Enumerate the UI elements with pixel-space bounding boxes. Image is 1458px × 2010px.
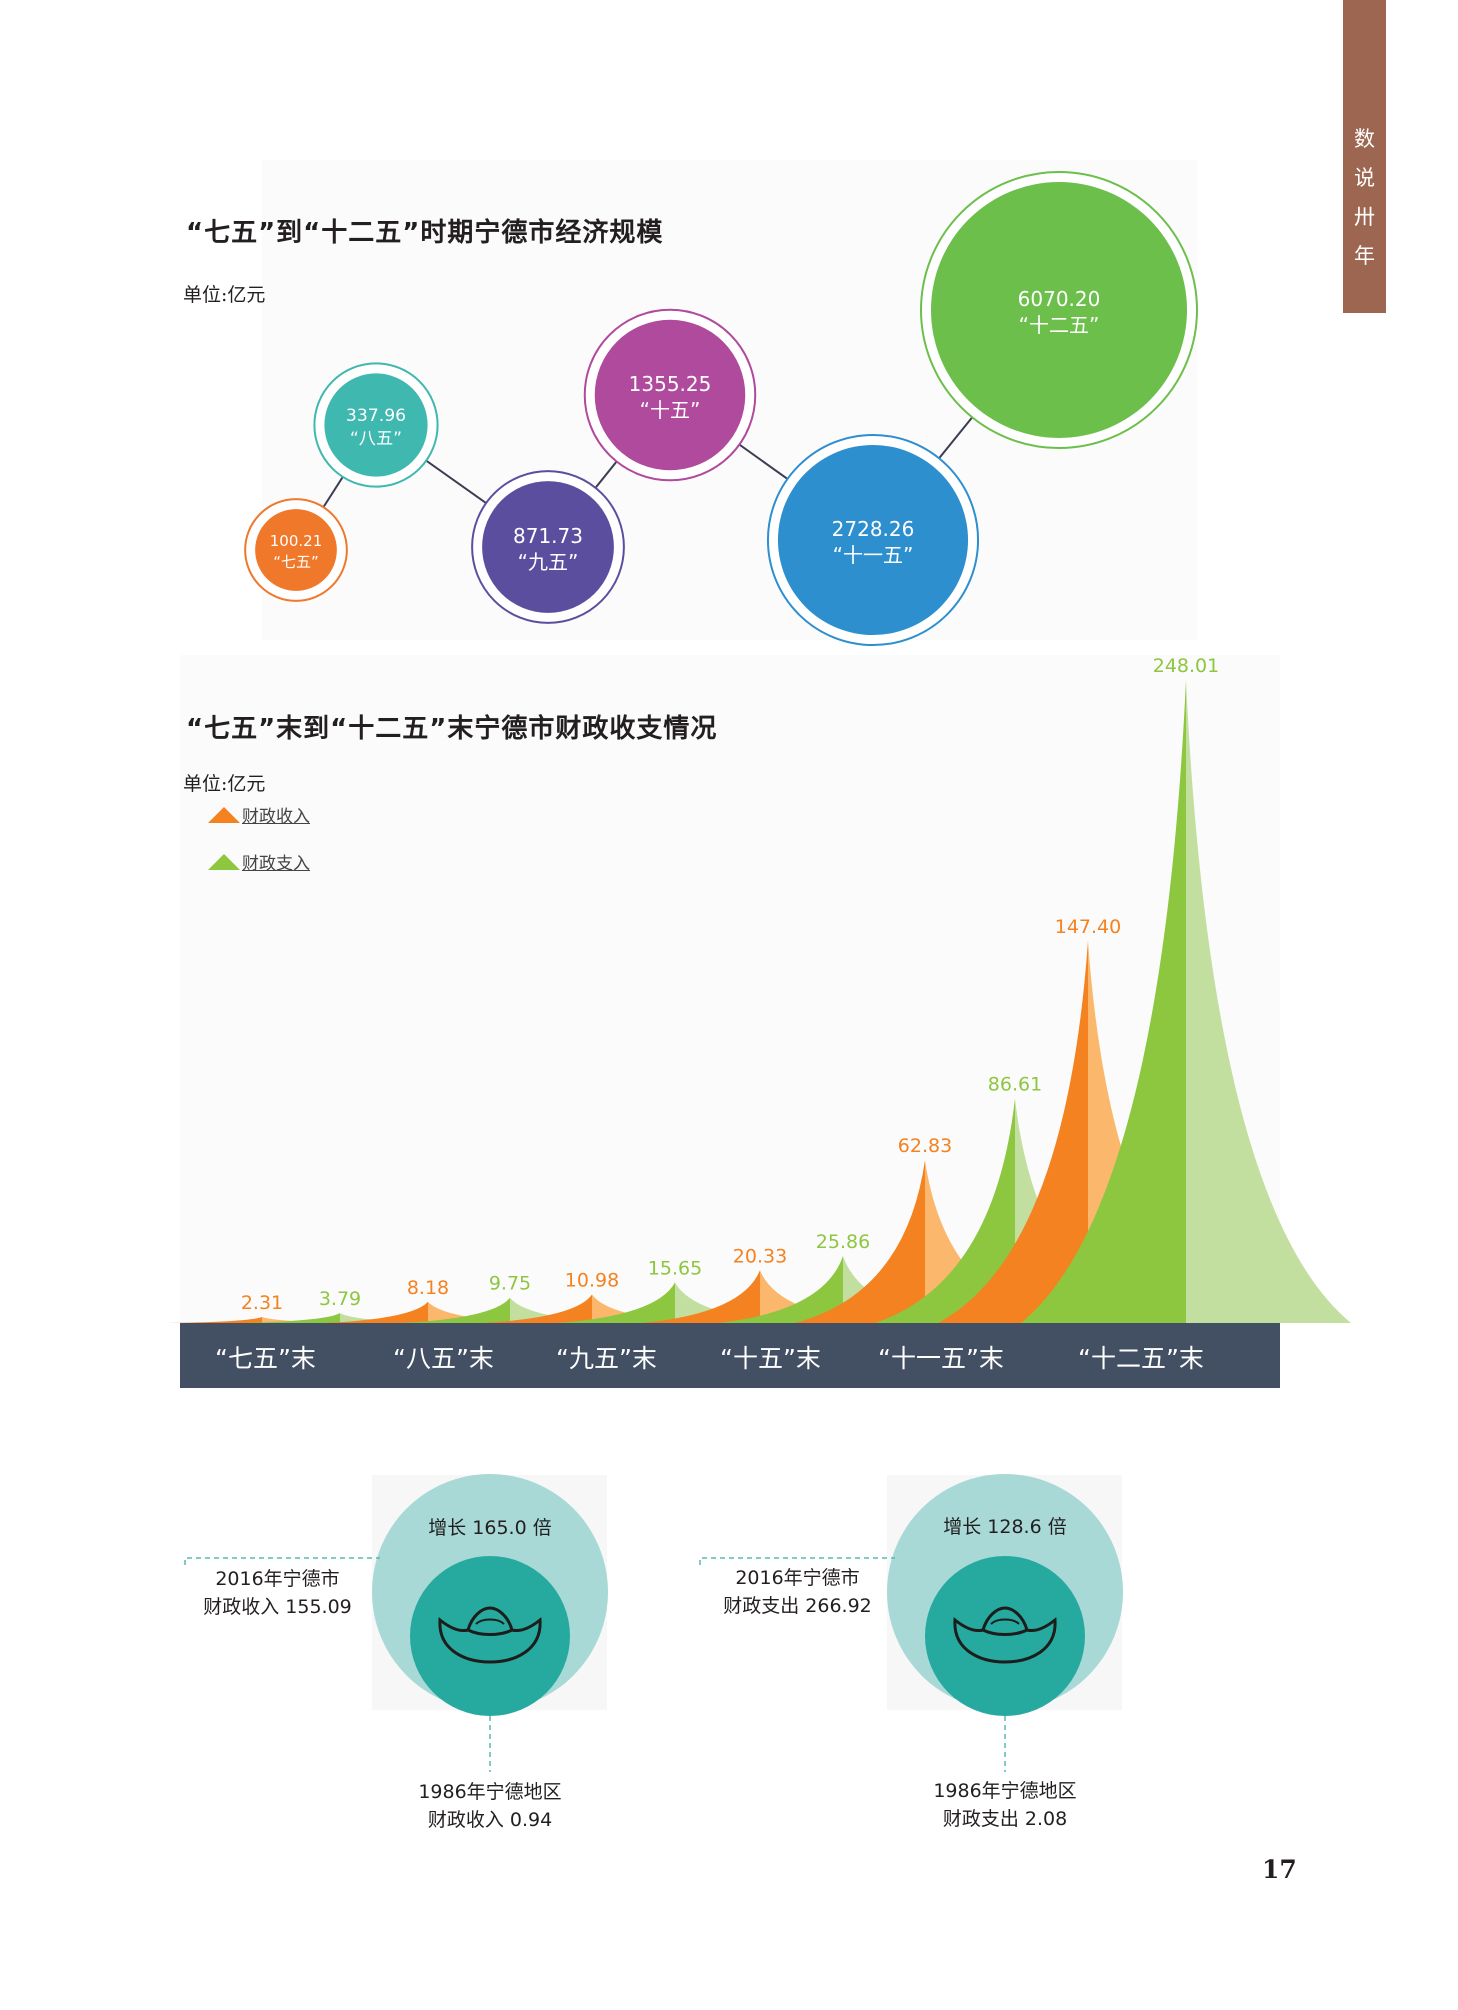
economy-chart-unit: 单位:亿元 [183, 284, 266, 306]
legend-label-expenditure: 财政支入 [242, 853, 310, 874]
economy-bubble: 1355.25“十五” [583, 308, 757, 482]
fiscal-legend: 财政收入 财政支入 [208, 803, 310, 897]
expenditure-value-label: 3.79 [319, 1288, 361, 1310]
economy-bubble-fill [777, 444, 969, 636]
expenditure-value-label: 15.65 [648, 1257, 702, 1279]
expenditure-baseline-label: 1986年宁德地区 财政支出 2.08 [905, 1777, 1105, 1833]
bubble-value-label: 871.73 [513, 524, 583, 548]
economy-bubble: 100.21 “七五” [244, 498, 348, 602]
expenditure-value-label: 86.61 [988, 1073, 1042, 1095]
economy-bubble-chart: 100.21“七五”337.96“八五”871.73“九五”1355.25“十五… [244, 171, 1198, 647]
legend-item-expenditure: 财政支入 [208, 850, 310, 874]
category-label: “七五”末 [215, 1344, 316, 1373]
revenue-current-line2: 财政收入 155.09 [203, 1596, 352, 1618]
category-label: “十一五”末 [878, 1344, 1004, 1373]
revenue-value-label: 2.31 [241, 1292, 283, 1314]
economy-bubble-fill [255, 509, 337, 591]
revenue-value-label: 20.33 [733, 1245, 787, 1267]
page-number: 17 [1262, 1855, 1297, 1884]
side-tab-char: 说 [1354, 166, 1375, 190]
category-label: “八五”末 [393, 1344, 494, 1373]
side-tab: 数 说 卅 年 [1343, 0, 1386, 313]
revenue-value-label: 147.40 [1055, 916, 1121, 938]
category-label: “九五”末 [556, 1344, 657, 1373]
bubble-category-label: “八五” [350, 429, 402, 449]
economy-bubble: 871.73“九五” [471, 470, 625, 624]
side-tab-char: 数 [1354, 127, 1375, 151]
revenue-baseline-line1: 1986年宁德地区 [418, 1781, 562, 1803]
legend-label-revenue: 财政收入 [242, 806, 310, 827]
economy-bubble: 337.96 “八五” [313, 362, 439, 488]
revenue-spike [323, 1301, 533, 1323]
ingot-icon [438, 1606, 542, 1664]
category-label: “十五”末 [720, 1344, 821, 1373]
revenue-value-label: 8.18 [407, 1277, 449, 1299]
bubble-category-label: “十一五” [833, 543, 914, 567]
side-tab-char: 卅 [1354, 205, 1375, 229]
economy-bubble-fill [482, 481, 614, 613]
revenue-baseline-line2: 财政收入 0.94 [427, 1809, 553, 1831]
legend-item-revenue: 财政收入 [208, 803, 310, 827]
revenue-value-label: 10.98 [565, 1270, 619, 1292]
expenditure-current-label: 2016年宁德市 财政支出 266.92 [700, 1564, 895, 1620]
revenue-current-label: 2016年宁德市 财政收入 155.09 [180, 1565, 375, 1621]
bubble-value-label: 2728.26 [832, 517, 915, 541]
economy-bubble-fill [931, 182, 1187, 438]
expenditure-value-label: 9.75 [489, 1273, 531, 1295]
bubble-value-label: 1355.25 [629, 372, 712, 396]
bubble-category-label: “九五” [518, 550, 579, 574]
bubble-value-label: 100.21 [270, 532, 323, 550]
side-tab-char: 年 [1354, 244, 1375, 268]
revenue-growth-label: 增长 165.0 倍 [428, 1517, 552, 1539]
bubble-value-label: 337.96 [346, 406, 406, 426]
economy-bubble-fill [594, 319, 746, 471]
expenditure-spike [400, 1297, 620, 1323]
bubble-category-label: “七五” [273, 553, 319, 571]
expenditure-current-line2: 财政支出 266.92 [723, 1595, 872, 1617]
fiscal-spike-chart: 2.31 3.79 8.18 9.75 10.98 15.65 20.33 25.86 62.8… [167, 655, 1351, 1323]
economy-bubble: 2728.26“十一五” [766, 433, 980, 647]
ingot-icon [953, 1606, 1057, 1664]
fiscal-chart-unit: 单位:亿元 [183, 773, 266, 795]
economy-bubble-fill [324, 373, 428, 477]
economy-bubble: 6070.20“十二五” [920, 171, 1198, 449]
expenditure-growth-label: 增长 128.6 倍 [943, 1516, 1067, 1538]
orange-triangle-icon [208, 807, 240, 823]
category-label: “十二五”末 [1078, 1344, 1204, 1373]
revenue-value-label: 62.83 [898, 1135, 952, 1157]
revenue-baseline-label: 1986年宁德地区 财政收入 0.94 [390, 1778, 590, 1834]
bubble-category-label: “十二五” [1019, 313, 1100, 337]
bubble-category-label: “十五” [640, 398, 701, 422]
expenditure-baseline-line1: 1986年宁德地区 [933, 1780, 1077, 1802]
fiscal-chart-title: “七五”末到“十二五”末宁德市财政收支情况 [186, 714, 718, 744]
economy-chart-title: “七五”到“十二五”时期宁德市经济规模 [186, 218, 664, 248]
green-triangle-icon [208, 854, 240, 870]
category-axis-bar: “七五”末 “八五”末 “九五”末 “十五”末 “十一五”末 “十二五”末 [180, 1323, 1280, 1388]
expenditure-spike [1021, 680, 1351, 1323]
expenditure-value-label: 25.86 [816, 1231, 870, 1253]
expenditure-baseline-line2: 财政支出 2.08 [942, 1808, 1068, 1830]
expenditure-value-label: 248.01 [1153, 655, 1219, 677]
revenue-current-line1: 2016年宁德市 [215, 1568, 340, 1590]
expenditure-current-line1: 2016年宁德市 [735, 1567, 860, 1589]
bubble-value-label: 6070.20 [1018, 287, 1101, 311]
